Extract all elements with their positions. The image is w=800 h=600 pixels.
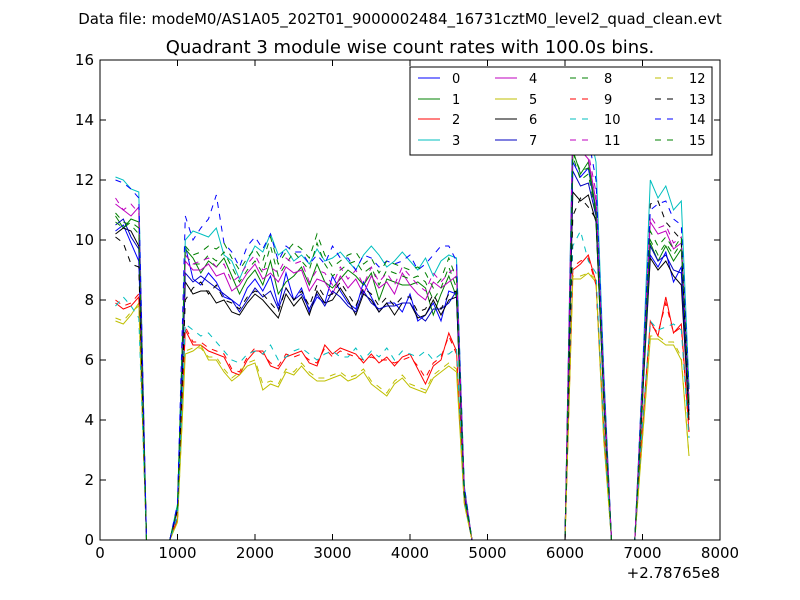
x-tick-label: 1000 xyxy=(158,544,196,562)
legend-label-8: 8 xyxy=(604,72,612,87)
legend-label-11: 11 xyxy=(604,134,621,149)
y-tick-label: 4 xyxy=(84,411,94,429)
axis-ticks: 0 1000 2000 3000 4000 5000 6000 7000 80000246810… xyxy=(75,51,739,562)
series-line-12 xyxy=(115,272,690,541)
x-tick-label: 7000 xyxy=(623,544,661,562)
legend-label-10: 10 xyxy=(604,113,621,128)
y-tick-label: 6 xyxy=(84,351,94,369)
legend-label-6: 6 xyxy=(529,113,537,128)
legend-label-14: 14 xyxy=(689,113,706,128)
legend-label-1: 1 xyxy=(452,93,460,108)
legend-label-9: 9 xyxy=(604,93,612,108)
x-tick-label: 8000 xyxy=(701,544,739,562)
series-line-7 xyxy=(115,170,690,541)
legend-frame xyxy=(409,66,713,156)
x-tick-label: 3000 xyxy=(313,544,351,562)
legend-label-5: 5 xyxy=(529,93,537,108)
series-line-13 xyxy=(115,197,690,541)
series-line-0 xyxy=(115,161,690,541)
legend-label-12: 12 xyxy=(689,72,706,87)
y-tick-label: 16 xyxy=(75,51,94,69)
series-line-4 xyxy=(115,134,690,541)
y-tick-label: 2 xyxy=(84,471,94,489)
legend-label-3: 3 xyxy=(452,134,460,149)
series-line-2 xyxy=(115,253,690,541)
y-tick-label: 12 xyxy=(75,171,94,189)
axes-frame xyxy=(99,59,721,541)
x-tick-label: 0 xyxy=(95,544,105,562)
legend-label-7: 7 xyxy=(529,134,537,149)
series-line-5 xyxy=(115,272,690,541)
y-tick-label: 8 xyxy=(84,291,94,309)
series-line-14 xyxy=(115,130,690,541)
plot-area xyxy=(115,113,690,541)
x-axis-offset-label: +2.78765e8 xyxy=(627,564,720,582)
series-line-1 xyxy=(115,149,690,541)
series-line-10 xyxy=(115,229,690,541)
y-tick-label: 14 xyxy=(75,111,94,129)
x-tick-label: 4000 xyxy=(391,544,429,562)
y-tick-label: 10 xyxy=(75,231,94,249)
x-tick-label: 6000 xyxy=(546,544,584,562)
series-line-8 xyxy=(115,155,690,541)
data-file-supertitle: Data file: modeM0/AS1A05_202T01_90000024… xyxy=(78,10,722,29)
legend-label-2: 2 xyxy=(452,113,460,128)
legend-label-13: 13 xyxy=(689,93,706,108)
x-tick-label: 5000 xyxy=(468,544,506,562)
x-tick-label: 2000 xyxy=(236,544,274,562)
legend-label-4: 4 xyxy=(529,72,537,87)
legend-label-0: 0 xyxy=(452,72,460,87)
y-tick-label: 0 xyxy=(84,531,94,549)
legend-label-15: 15 xyxy=(689,134,706,149)
chart-title: Quadrant 3 module wise count rates with … xyxy=(166,37,655,58)
